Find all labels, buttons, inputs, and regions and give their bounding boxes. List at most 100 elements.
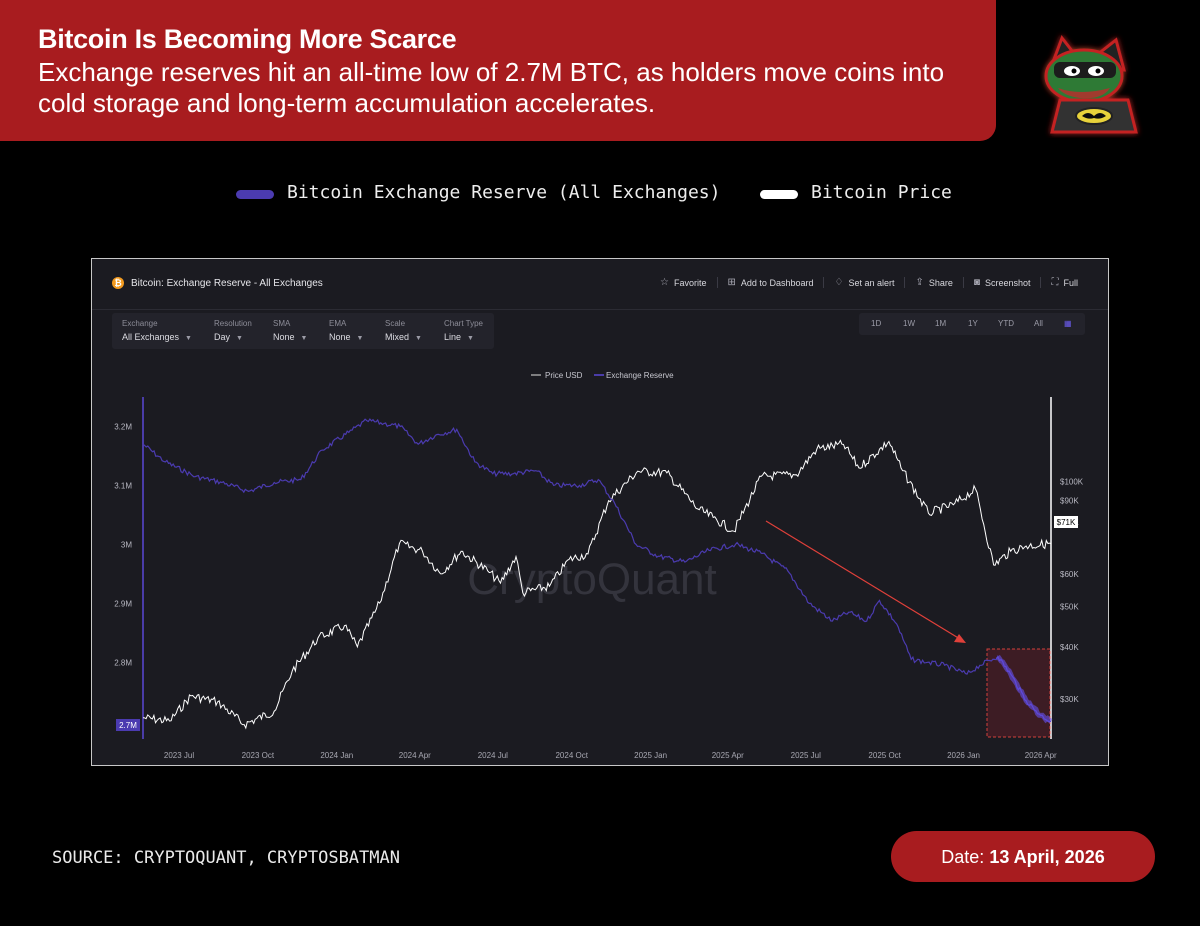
current-price-label: $71K xyxy=(1057,518,1076,527)
control-label: Resolution xyxy=(214,319,252,328)
x-axis-tick-label: 2026 Apr xyxy=(1025,751,1057,760)
share-button[interactable]: ⇪ Share xyxy=(904,277,962,288)
panel-actions: ☆ Favorite ⊞ Add to Dashboard ♢ Set an aler… xyxy=(650,277,1088,288)
control-value: All Exchanges xyxy=(122,332,180,342)
star-icon: ☆ xyxy=(660,277,670,288)
highlight-box xyxy=(986,648,1051,738)
pepe-batman-avatar-icon xyxy=(1044,34,1138,134)
header-banner: Bitcoin Is Becoming More Scarce Exchange… xyxy=(0,0,996,141)
chevron-down-icon: ▼ xyxy=(300,335,308,342)
x-axis-tick-label: 2023 Oct xyxy=(242,751,275,760)
fullscreen-button[interactable]: ⛶ Full xyxy=(1040,277,1088,288)
add-to-dashboard-button[interactable]: ⊞ Add to Dashboard xyxy=(716,277,824,288)
left-axis-tick-label: 3.1M xyxy=(114,481,132,490)
left-axis-tick-label: 3.2M xyxy=(114,422,132,431)
watermark: CryptoQuant xyxy=(467,555,716,604)
x-axis-tick-label: 2025 Jan xyxy=(634,751,667,760)
panel-title: Bitcoin: Exchange Reserve - All Exchange… xyxy=(131,278,323,289)
left-axis-tick-label: 3M xyxy=(121,540,132,549)
add-to-dashboard-label: Add to Dashboard xyxy=(740,277,814,288)
bell-icon: ♢ xyxy=(834,277,844,288)
date-badge: Date: 13 April, 2026 xyxy=(891,831,1155,882)
legend-label-bitcoin-price: Bitcoin Price xyxy=(811,182,952,203)
inner-legend-reserve-label: Exchange Reserve xyxy=(606,371,674,380)
set-alert-label: Set an alert xyxy=(848,277,895,288)
current-price-badge: $71K xyxy=(1054,516,1078,528)
ema-select[interactable]: EMA None ▼ xyxy=(329,319,363,342)
sma-select[interactable]: SMA None ▼ xyxy=(273,319,307,342)
range-ytd-button[interactable]: YTD xyxy=(998,319,1014,328)
x-axis-tick-label: 2024 Jul xyxy=(478,751,508,760)
current-reserve-label: 2.7M xyxy=(119,721,137,730)
trend-arrow xyxy=(765,520,961,640)
series-line-exchange-reserve xyxy=(142,418,1052,723)
date-value: 13 April, 2026 xyxy=(989,847,1105,867)
right-axis-tick-label: $50K xyxy=(1060,603,1079,612)
share-icon: ⇪ xyxy=(915,277,924,288)
range-1w-button[interactable]: 1W xyxy=(903,319,915,328)
x-axis-tick-label: 2024 Apr xyxy=(399,751,431,760)
right-axis-tick-label: $30K xyxy=(1060,695,1079,704)
chart-panel: ₿ Bitcoin: Exchange Reserve - All Exchan… xyxy=(91,258,1109,766)
scale-select[interactable]: Scale Mixed ▼ xyxy=(385,319,422,342)
inner-legend: Price USD Exchange Reserve xyxy=(531,371,674,380)
date-text: Date: 13 April, 2026 xyxy=(891,847,1155,868)
bitcoin-icon: ₿ xyxy=(112,277,124,289)
resolution-select[interactable]: Resolution Day ▼ xyxy=(214,319,252,342)
x-axis-tick-label: 2024 Oct xyxy=(555,751,588,760)
share-label: Share xyxy=(928,277,953,288)
chart-type-select[interactable]: Chart Type Line ▼ xyxy=(444,319,483,342)
control-label: Chart Type xyxy=(444,319,483,328)
chevron-down-icon: ▼ xyxy=(415,335,422,342)
exchange-select[interactable]: Exchange All Exchanges ▼ xyxy=(122,319,192,342)
left-axis-labels: 3.2M 3.1M 3M 2.9M 2.8M xyxy=(114,422,132,667)
right-axis-tick-label: $100K xyxy=(1060,478,1084,487)
screenshot-button[interactable]: ◙ Screenshot xyxy=(962,277,1041,288)
range-1y-button[interactable]: 1Y xyxy=(968,319,978,328)
set-alert-button[interactable]: ♢ Set an alert xyxy=(823,277,904,288)
range-1d-button[interactable]: 1D xyxy=(871,319,882,328)
favorite-button[interactable]: ☆ Favorite xyxy=(650,277,716,288)
reserve-highlight-glow xyxy=(995,654,1053,724)
right-axis-tick-label: $90K xyxy=(1060,497,1079,506)
page-title: Bitcoin Is Becoming More Scarce xyxy=(38,24,457,54)
source-text: SOURCE: CRYPTOQUANT, CRYPTOSBATMAN xyxy=(52,848,400,868)
x-axis-tick-label: 2026 Jan xyxy=(947,751,980,760)
fullscreen-label: Full xyxy=(1063,277,1078,288)
right-axis-tick-label: $40K xyxy=(1060,643,1079,652)
x-axis-tick-label: 2025 Apr xyxy=(712,751,744,760)
calendar-icon[interactable]: ▦ xyxy=(1064,319,1072,328)
legend-swatch-bitcoin-price xyxy=(760,190,798,199)
arrowhead-icon xyxy=(954,634,966,643)
control-label: Scale xyxy=(385,319,406,328)
control-value: None xyxy=(329,332,351,342)
inner-legend-price-label: Price USD xyxy=(545,371,583,380)
x-axis-tick-label: 2025 Jul xyxy=(791,751,821,760)
current-reserve-badge: 2.7M xyxy=(116,719,140,731)
left-axis-tick-label: 2.9M xyxy=(114,599,132,608)
dashboard-add-icon: ⊞ xyxy=(727,277,736,288)
range-all-button[interactable]: All xyxy=(1034,319,1043,328)
x-axis-labels: 2023 Jul 2023 Oct 2024 Jan 2024 Apr 2024 Jul… xyxy=(164,751,1057,760)
legend-swatch-exchange-reserve xyxy=(236,190,274,199)
series-line-price xyxy=(142,439,1052,730)
favorite-label: Favorite xyxy=(674,277,707,288)
chart-plot: CryptoQuant Price USD Exchange Reserve 3… xyxy=(114,371,1084,760)
control-value: Mixed xyxy=(385,332,410,342)
legend-label-exchange-reserve: Bitcoin Exchange Reserve (All Exchanges) xyxy=(287,182,721,203)
right-axis-labels: $100K$90K$80K$60K$50K$40K$30K xyxy=(1060,478,1084,704)
range-selector: 1D 1W 1M 1Y YTD All ▦ xyxy=(859,313,1085,335)
right-axis-tick-label: $60K xyxy=(1060,570,1079,579)
camera-icon: ◙ xyxy=(973,277,980,288)
chart-legend: Bitcoin Exchange Reserve (All Exchanges)… xyxy=(0,182,1200,206)
fullscreen-icon: ⛶ xyxy=(1051,277,1059,288)
date-label: Date: xyxy=(941,847,985,867)
page-subtitle: Exchange reserves hit an all-time low of… xyxy=(38,57,945,118)
control-value: None xyxy=(273,332,295,342)
left-axis-tick-label: 2.8M xyxy=(114,658,132,667)
chevron-down-icon: ▼ xyxy=(467,335,474,342)
range-1m-button[interactable]: 1M xyxy=(935,319,947,328)
control-label: EMA xyxy=(329,319,347,328)
panel-toolbar: ₿ Bitcoin: Exchange Reserve - All Exchan… xyxy=(92,259,1108,310)
screenshot-label: Screenshot xyxy=(984,277,1031,288)
